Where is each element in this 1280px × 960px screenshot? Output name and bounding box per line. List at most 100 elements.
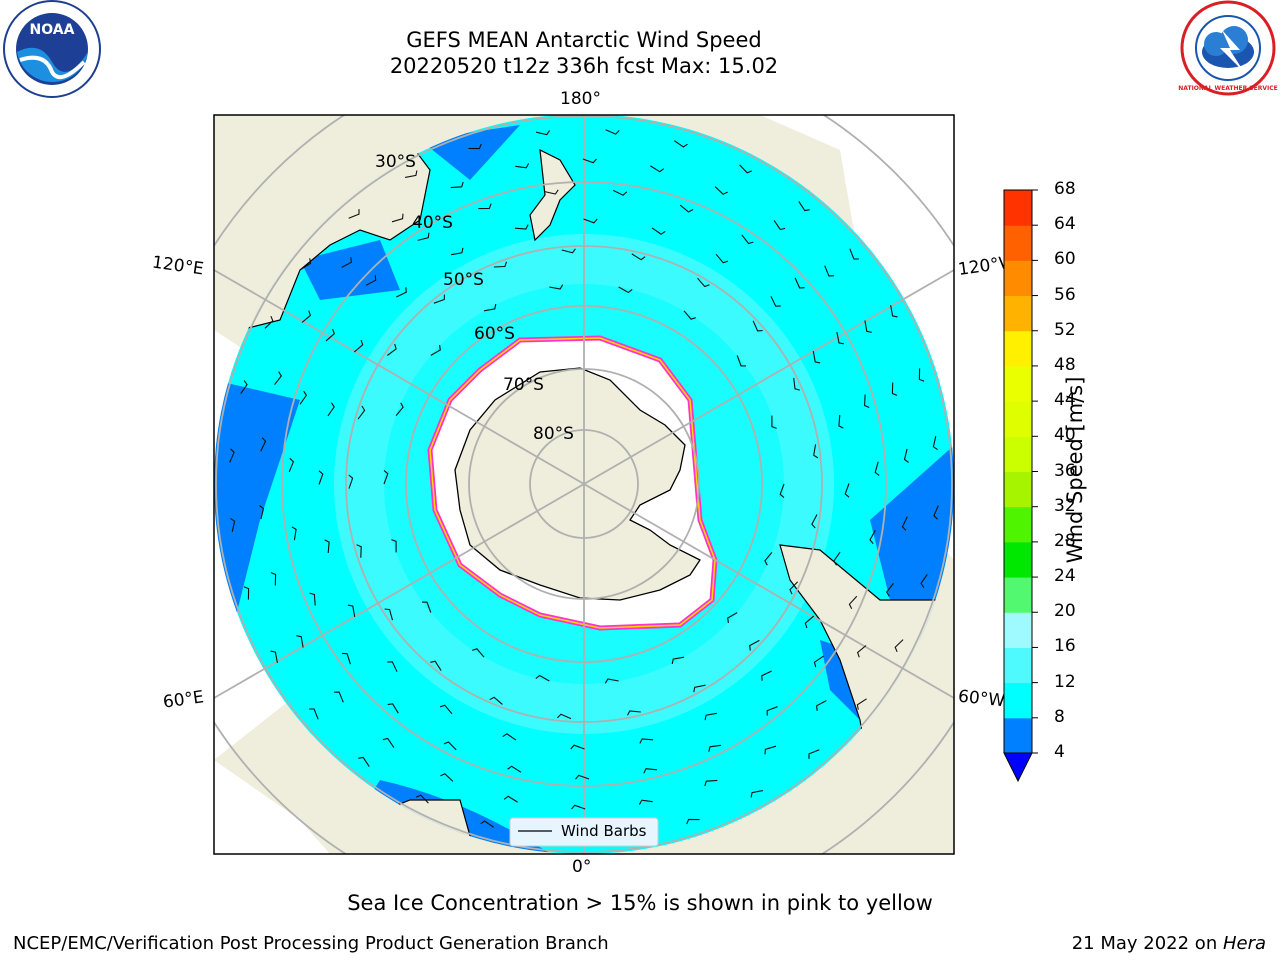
wind-barb [334,691,344,703]
wind-barb [288,457,295,473]
wind-barb [932,435,938,451]
wind-barb [270,572,277,586]
wind-barb [789,581,799,595]
colorbar-segment [1004,541,1032,578]
wind-barb [575,774,590,780]
land-australia [214,115,360,300]
wind-barb [417,232,430,241]
wind-barb [582,158,597,164]
wind-barb [933,505,939,520]
wind-barb [779,483,785,499]
wind-barb [808,749,820,759]
colorbar-tick-label: 24 [1054,566,1076,587]
wind-barb [812,351,821,364]
footer-date: 21 May 2022 on [1071,933,1223,954]
wind-barb [704,779,718,787]
wind-barb [849,248,859,260]
wind-barb [697,277,710,288]
wind-barb [605,129,620,135]
wind-barb [793,377,800,391]
sea-ice-inner-edge [429,337,716,629]
colorbar-tick-label: 48 [1054,354,1076,375]
wind-barb [478,203,492,210]
wind-barb [480,820,495,828]
wind-barb [798,201,810,212]
wind-barb [901,516,908,531]
colorbar-tick-label: 36 [1054,460,1076,481]
wind-barb [439,704,453,715]
wind-barb [240,380,248,395]
lat-label-70s: 70°S [503,375,544,395]
land-antarctica [454,367,701,601]
wind-barb [515,163,530,169]
wind-barbs [229,129,939,839]
wind-barb [383,469,389,485]
wind-barb [864,320,872,333]
wind-barb [291,526,297,541]
wind-barb [833,551,841,566]
wind-barb [583,218,598,224]
colorbar-segment [1004,330,1032,367]
lat-label-30s: 30°S [375,152,416,172]
wind-barb [752,320,763,332]
noaa-logo-text: NOAA [30,22,75,38]
wind-barb [358,756,370,767]
graticule [214,115,954,854]
wind-barb [229,448,235,463]
wind-barb [627,710,641,716]
lat-label-80s: 80°S [533,424,574,444]
wind-barb [918,368,925,382]
wind-barb [736,355,747,367]
wind-barb [764,745,777,755]
wind-barb [353,339,364,353]
wind-barb [773,220,786,231]
low-wind-east [870,440,954,640]
wind-barb [650,165,665,173]
colorbar-tick-label: 68 [1054,179,1076,199]
wind-barb [502,733,517,741]
wind-barb [270,650,278,664]
wind-barb [750,790,764,798]
wind-barb [507,765,522,773]
wind-barb [557,713,572,720]
wind-barb [638,799,653,805]
wind-barb [844,483,850,498]
wind-barb [741,234,754,245]
wind-barb [544,189,559,195]
wind-barb [327,402,335,417]
wind-barb [794,277,805,289]
wind-barb [365,275,377,286]
wind-barb [348,474,354,489]
wind-barb [503,795,518,803]
colorbar [1003,189,1038,783]
wind-barb [309,708,319,720]
wind-barb [764,552,773,566]
wind-barb [341,257,352,268]
wind-barb [864,394,870,409]
wind-barb [643,768,658,774]
colorbar-segment [1004,365,1032,402]
wind-barb [493,261,508,268]
wind-barb [514,224,529,230]
wind-barb [570,744,585,750]
nws-logo-text: NATIONAL WEATHER SERVICE [1178,85,1277,92]
wind-barb [382,737,395,748]
low-wind-west [214,380,300,640]
colorbar-segment [1004,225,1032,261]
wind-barb [384,608,394,621]
colorbar-segment [1004,647,1032,684]
colorbar-tick-label: 28 [1054,530,1076,551]
colorbar-segment [1004,295,1032,332]
wind-barb [920,573,928,588]
wind-barb [727,612,738,624]
wind-barb [356,544,362,558]
wind-barb [761,670,772,681]
colorbar-segment [1004,577,1032,613]
wind-barb [301,258,312,270]
lat-label-50s: 50°S [443,270,484,290]
wind-barb [318,470,324,485]
colorbar-segment [1004,190,1032,226]
wind-barb [651,227,666,235]
colorbar-tick-label: 44 [1054,390,1076,411]
wind-barb [549,284,564,290]
